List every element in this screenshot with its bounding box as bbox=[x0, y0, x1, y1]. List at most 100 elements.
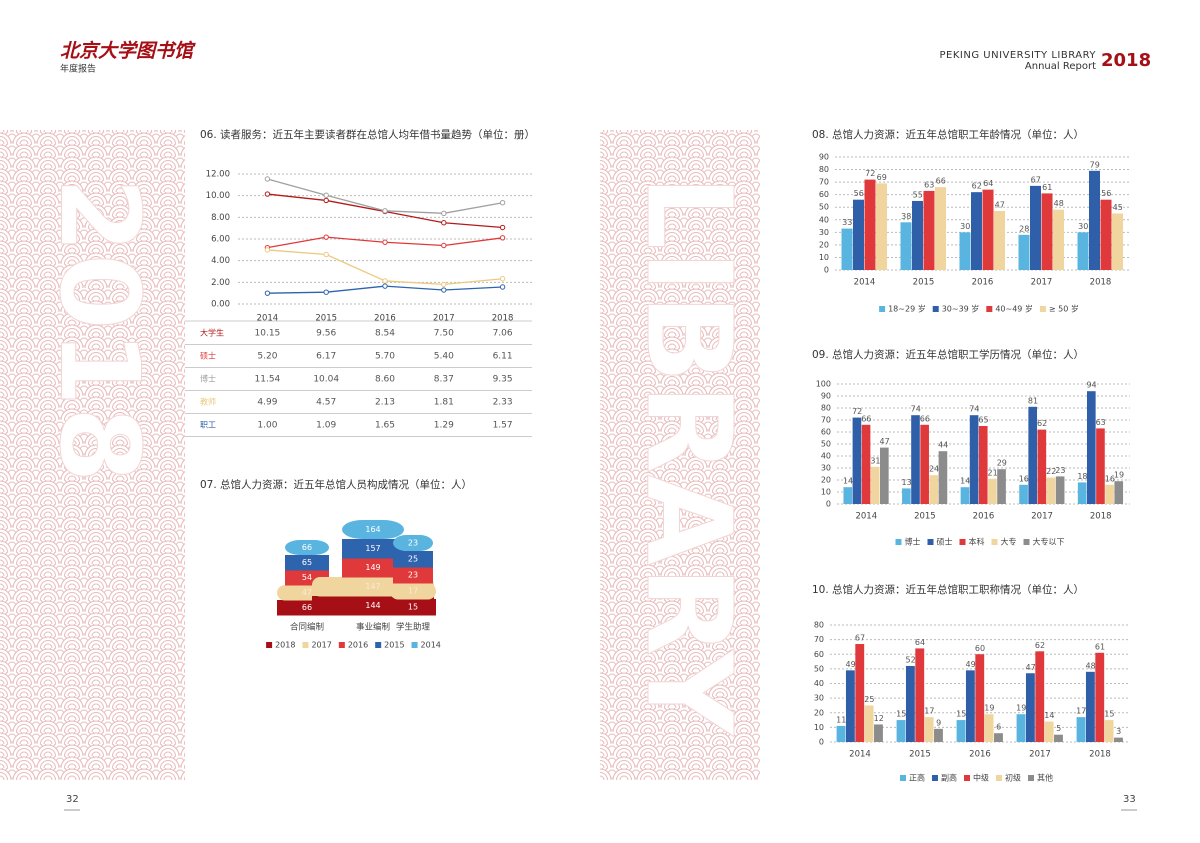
data-label: 17 bbox=[1076, 707, 1086, 716]
point bbox=[323, 192, 329, 198]
data-label: 30 bbox=[1078, 222, 1088, 231]
bar bbox=[864, 705, 874, 742]
legend-label: 2016 bbox=[348, 641, 368, 650]
point bbox=[441, 210, 447, 217]
data-label: 21 bbox=[988, 468, 998, 477]
band-label: 23 bbox=[408, 571, 418, 580]
band-label: 66 bbox=[302, 603, 312, 612]
point bbox=[264, 290, 271, 296]
legend-swatch bbox=[1023, 539, 1030, 545]
bar bbox=[969, 415, 979, 504]
data-label: 31 bbox=[870, 456, 880, 465]
header-year: 2018 bbox=[1101, 50, 1151, 71]
data-label: 64 bbox=[915, 638, 925, 647]
wave-strip bbox=[0, 130, 185, 780]
legend-swatch bbox=[375, 642, 382, 648]
table-cell: 9.35 bbox=[493, 375, 513, 385]
bar bbox=[1112, 213, 1124, 270]
x-tick-label: 2018 bbox=[1089, 750, 1111, 760]
table-cell: 7.06 bbox=[493, 329, 513, 339]
bar bbox=[1029, 185, 1041, 270]
bar bbox=[1055, 476, 1065, 504]
data-label: 62 bbox=[1035, 641, 1045, 650]
table-cell: 9.56 bbox=[316, 329, 336, 339]
legend-swatch bbox=[302, 642, 309, 648]
data-label: 9 bbox=[936, 718, 941, 727]
chart-title: 09. 总馆人力资源：近五年总馆职工学历情况（单位：人） bbox=[812, 348, 1084, 361]
bar bbox=[900, 222, 912, 270]
legend-swatch bbox=[895, 539, 902, 545]
x-tick-label: 2014 bbox=[257, 314, 279, 324]
bar bbox=[1041, 193, 1053, 270]
table-cell: 5.20 bbox=[257, 352, 277, 362]
band-label: 65 bbox=[302, 558, 312, 567]
data-label: 81 bbox=[1028, 396, 1038, 405]
bar bbox=[929, 475, 939, 504]
legend-label: 本科 bbox=[969, 537, 985, 547]
legend-label: 硕士 bbox=[937, 537, 953, 547]
bar bbox=[970, 192, 982, 270]
legend-swatch bbox=[964, 775, 970, 781]
bar bbox=[1025, 673, 1035, 742]
bar bbox=[978, 426, 988, 504]
x-tick-label: 2017 bbox=[1031, 512, 1053, 522]
table-cell: 6.17 bbox=[316, 352, 336, 362]
y-tick-label: 30 bbox=[814, 694, 824, 703]
bar bbox=[1077, 232, 1089, 270]
bar bbox=[988, 478, 997, 504]
table-cell: 8.60 bbox=[375, 375, 395, 385]
row-label: 职工 bbox=[200, 421, 216, 430]
point bbox=[499, 224, 506, 231]
chart-title: 06. 读者服务：近五年主要读者群在总馆人均年借书量趋势（单位：册） bbox=[200, 128, 535, 141]
y-tick-label: 12.00 bbox=[206, 170, 230, 180]
band-label: 54 bbox=[302, 573, 312, 582]
y-tick-label: 10 bbox=[821, 488, 831, 497]
band-label: 25 bbox=[408, 555, 418, 564]
table-cell: 5.40 bbox=[434, 352, 454, 362]
x-tick-label: 2014 bbox=[849, 750, 871, 760]
bar bbox=[982, 189, 994, 270]
data-label: 17 bbox=[924, 707, 934, 716]
bar bbox=[861, 424, 871, 504]
point bbox=[499, 284, 506, 290]
bar bbox=[841, 228, 853, 270]
legend-swatch bbox=[1039, 306, 1046, 312]
point bbox=[323, 289, 329, 295]
bar bbox=[1114, 737, 1123, 742]
x-tick-label: 2017 bbox=[1031, 278, 1053, 288]
legend-swatch bbox=[1028, 775, 1034, 781]
data-label: 94 bbox=[1086, 381, 1096, 390]
figure-band bbox=[285, 555, 329, 571]
table-cell: 4.57 bbox=[316, 398, 336, 408]
data-label: 66 bbox=[920, 414, 930, 423]
y-tick-label: 50 bbox=[814, 664, 824, 673]
bar bbox=[924, 717, 934, 742]
bar bbox=[1085, 671, 1095, 742]
x-tick-label: 2015 bbox=[909, 750, 931, 760]
legend-swatch bbox=[266, 642, 273, 648]
x-tick-label: 2016 bbox=[973, 512, 995, 522]
category-label: 事业编制 bbox=[356, 622, 390, 633]
data-label: 47 bbox=[1026, 663, 1036, 672]
table-cell: 5.70 bbox=[375, 352, 395, 362]
header-library: PEKING UNIVERSITY LIBRARY bbox=[940, 50, 1097, 61]
figure-band bbox=[342, 539, 404, 559]
decor-word: LIBRARY bbox=[620, 174, 758, 737]
data-label: 23 bbox=[1055, 466, 1065, 475]
y-tick-label: 20 bbox=[821, 476, 831, 485]
bar bbox=[935, 187, 947, 270]
bar bbox=[911, 200, 923, 270]
data-label: 30 bbox=[960, 222, 970, 231]
y-tick-label: 30 bbox=[819, 228, 829, 237]
table-cell: 4.99 bbox=[257, 398, 277, 408]
data-label: 22 bbox=[1046, 467, 1056, 476]
bar bbox=[1035, 651, 1045, 742]
y-tick-label: 50 bbox=[819, 203, 829, 212]
y-tick-label: 4.00 bbox=[211, 256, 230, 266]
table-cell: 1.57 bbox=[493, 421, 513, 431]
legend-swatch bbox=[927, 539, 934, 545]
bar bbox=[864, 179, 876, 270]
x-tick-label: 2016 bbox=[969, 750, 991, 760]
bar bbox=[960, 487, 970, 504]
legend-swatch bbox=[986, 306, 993, 312]
